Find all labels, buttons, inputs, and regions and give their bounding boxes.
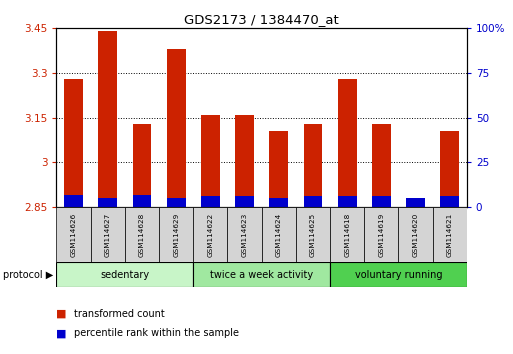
Text: GSM114618: GSM114618: [344, 212, 350, 257]
Bar: [167, 49, 186, 207]
Bar: [338, 79, 357, 207]
Bar: [432, 207, 467, 262]
Bar: [440, 196, 459, 207]
Bar: [64, 79, 83, 207]
Bar: [440, 131, 459, 207]
Bar: [132, 195, 151, 207]
Bar: [98, 31, 117, 207]
Bar: [98, 198, 117, 207]
Bar: [304, 124, 322, 207]
Text: percentile rank within the sample: percentile rank within the sample: [74, 329, 240, 338]
Bar: [132, 124, 151, 207]
Bar: [64, 195, 83, 207]
Bar: [399, 207, 432, 262]
Text: GSM114624: GSM114624: [275, 212, 282, 257]
Text: GSM114625: GSM114625: [310, 212, 316, 257]
Bar: [372, 124, 391, 207]
Text: GSM114627: GSM114627: [105, 212, 111, 257]
Text: GSM114629: GSM114629: [173, 212, 179, 257]
Bar: [56, 262, 193, 287]
Bar: [125, 207, 159, 262]
Bar: [201, 196, 220, 207]
Bar: [406, 198, 425, 207]
Text: protocol ▶: protocol ▶: [3, 270, 53, 280]
Text: ■: ■: [56, 309, 67, 319]
Bar: [167, 198, 186, 207]
Bar: [269, 131, 288, 207]
Bar: [193, 207, 227, 262]
Bar: [235, 196, 254, 207]
Bar: [338, 196, 357, 207]
Bar: [235, 115, 254, 207]
Bar: [201, 115, 220, 207]
Text: ■: ■: [56, 329, 67, 338]
Bar: [159, 207, 193, 262]
Bar: [304, 196, 322, 207]
Text: GSM114626: GSM114626: [70, 212, 76, 257]
Bar: [364, 207, 399, 262]
Text: transformed count: transformed count: [74, 309, 165, 319]
Text: GSM114622: GSM114622: [207, 212, 213, 257]
Bar: [406, 200, 425, 207]
Bar: [330, 207, 364, 262]
Text: GSM114620: GSM114620: [412, 212, 419, 257]
Text: sedentary: sedentary: [100, 270, 149, 280]
Text: twice a week activity: twice a week activity: [210, 270, 313, 280]
Bar: [269, 198, 288, 207]
Bar: [56, 207, 91, 262]
Bar: [330, 262, 467, 287]
Text: GSM114628: GSM114628: [139, 212, 145, 257]
Text: GSM114623: GSM114623: [242, 212, 248, 257]
Title: GDS2173 / 1384470_at: GDS2173 / 1384470_at: [184, 13, 339, 26]
Text: GSM114619: GSM114619: [378, 212, 384, 257]
Text: GSM114621: GSM114621: [447, 212, 453, 257]
Bar: [227, 207, 262, 262]
Text: voluntary running: voluntary running: [354, 270, 442, 280]
Bar: [193, 262, 330, 287]
Bar: [296, 207, 330, 262]
Bar: [262, 207, 296, 262]
Bar: [91, 207, 125, 262]
Bar: [372, 196, 391, 207]
